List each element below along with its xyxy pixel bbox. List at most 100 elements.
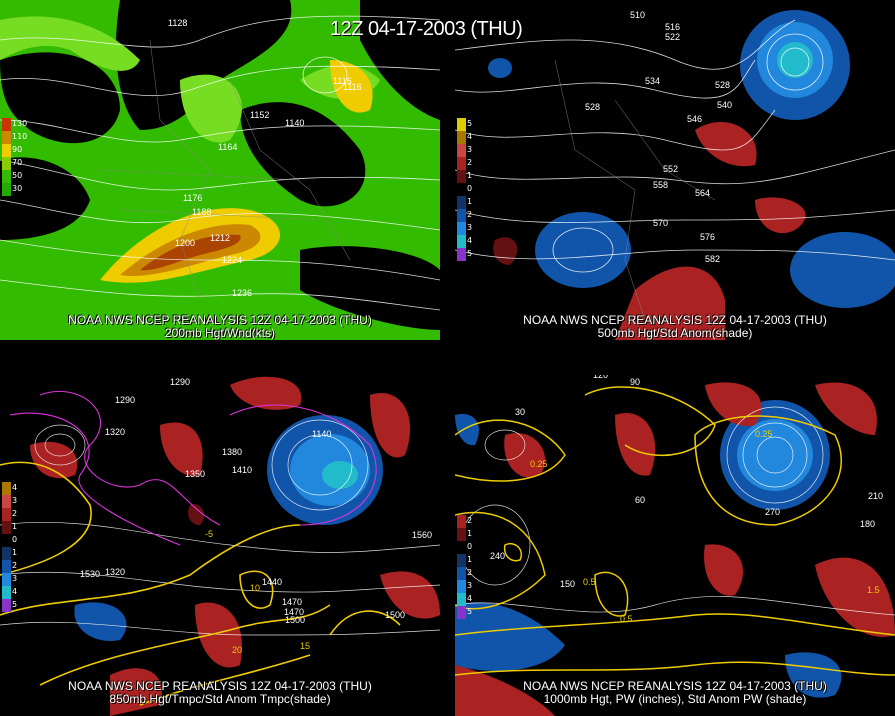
legend-entry: 0 (0, 534, 30, 547)
legend-entry: 3 (455, 222, 485, 235)
panel-500mb: 510 516 522 534 528 540 546 552 558 564 … (455, 0, 895, 340)
legend-entry: 1 (0, 521, 30, 534)
source-line: NOAA NWS NCEP REANALYSIS 12Z 04-17-2003 … (68, 313, 372, 327)
caption-line: 1000mb Hgt, PW (inches), Std Anom PW (sh… (543, 692, 807, 706)
legend-label: 2 (467, 568, 473, 577)
legend-entry: 2 (455, 567, 485, 580)
contour-label: 1290 (170, 377, 190, 387)
contour-label: 552 (663, 164, 678, 174)
legend-label: 1 (467, 171, 473, 180)
legend-label: 4 (467, 132, 473, 141)
contour-label: 1500 (385, 610, 405, 620)
legend-entry: 5 (455, 606, 485, 619)
contour-label: 270 (765, 507, 780, 517)
contour-label: 528 (585, 102, 600, 112)
legend-entry: 130 (0, 118, 30, 131)
legend-swatch (457, 118, 466, 131)
legend-label: 1 (12, 522, 18, 531)
legend-label: 4 (12, 483, 18, 492)
contour-label: 1440 (262, 577, 282, 587)
legend-swatch (457, 131, 466, 144)
contour-label: 1164 (218, 142, 237, 152)
legend-500mb: 5 4 3 2 1 0 1 2 3 4 5 (455, 118, 485, 261)
legend-entry: 5 (455, 248, 485, 261)
contour-label: 522 (665, 32, 680, 42)
contour-label: 30 (515, 407, 525, 417)
contour-label: 540 (717, 100, 732, 110)
contour-label: 576 (700, 232, 715, 242)
legend-swatch (2, 573, 11, 586)
legend-entry: 4 (455, 131, 485, 144)
panel-caption: NOAA NWS NCEP REANALYSIS 12Z 04-17-2003 … (0, 680, 440, 706)
panel-1000mb: 120 90 60 30 0.25 0.5 150 180 210 240 27… (455, 375, 895, 716)
legend-swatch (457, 209, 466, 222)
map-850mb: 1290 1320 1350 1380 1410 1440 1470 1500 … (0, 376, 440, 716)
contour-label: 10 (250, 583, 260, 593)
legend-swatch (457, 235, 466, 248)
legend-swatch (457, 196, 466, 209)
contour-label: -5 (205, 529, 213, 539)
legend-entry: 5 (0, 599, 30, 612)
legend-swatch (457, 554, 466, 567)
panel-caption: NOAA NWS NCEP REANALYSIS 12Z 04-17-2003 … (455, 680, 895, 706)
legend-entry: 4 (455, 235, 485, 248)
contour-label: 1224 (222, 255, 242, 265)
legend-label: 1 (12, 548, 18, 557)
legend-label: 0 (12, 535, 18, 544)
legend-swatch (457, 606, 466, 619)
contour-label: 0.5 (583, 577, 596, 587)
legend-label: 130 (12, 119, 28, 128)
legend-1000mb: 2 1 0 1 2 3 4 5 (455, 515, 485, 619)
legend-label: 4 (467, 594, 473, 603)
legend-swatch (457, 183, 466, 196)
legend-entry: 1 (455, 170, 485, 183)
contour-label: 1500 (285, 615, 305, 625)
contour-label: 510 (630, 10, 645, 20)
contour-label: 1320 (105, 567, 125, 577)
contour-label: 1380 (222, 447, 242, 457)
legend-swatch (457, 567, 466, 580)
legend-swatch (2, 157, 11, 170)
legend-label: 5 (467, 119, 473, 128)
legend-entry: 90 (0, 144, 30, 157)
contour-label: 1530 (80, 569, 100, 579)
legend-label: 0 (467, 542, 473, 551)
contour-label: 1188 (192, 207, 211, 217)
legend-swatch (2, 508, 11, 521)
contour-label: 180 (860, 519, 875, 529)
legend-swatch (2, 534, 11, 547)
legend-label: 3 (467, 223, 473, 232)
legend-entry: 2 (0, 560, 30, 573)
legend-entry: 3 (0, 573, 30, 586)
legend-label: 70 (12, 158, 23, 167)
legend-entry: 70 (0, 157, 30, 170)
contour-label: 528 (715, 80, 730, 90)
contour-label: 1290 (115, 395, 135, 405)
contour-label: 1212 (210, 233, 230, 243)
legend-swatch (457, 222, 466, 235)
contour-label: 1560 (412, 530, 432, 540)
contour-label: 1470 (282, 597, 302, 607)
legend-entry: 2 (455, 515, 485, 528)
legend-swatch (457, 515, 466, 528)
contour-label: 1236 (232, 288, 252, 298)
legend-label: 0 (467, 184, 473, 193)
legend-label: 30 (12, 184, 23, 193)
contour-label: 546 (687, 114, 702, 124)
caption-line: 850mb Hgt/Tmpc/Std Anom Tmpc(shade) (109, 692, 331, 706)
panel-200mb: 1128 1116 1152 1140 1164 1176 1188 1200 … (0, 0, 440, 340)
legend-label: 90 (12, 145, 23, 154)
legend-entry: 1 (455, 196, 485, 209)
legend-swatch (2, 547, 11, 560)
legend-label: 1 (467, 197, 473, 206)
legend-swatch (2, 495, 11, 508)
source-line: NOAA NWS NCEP REANALYSIS 12Z 04-17-2003 … (523, 679, 827, 693)
main-title: 12Z 04-17-2003 (THU) (330, 18, 523, 40)
contour-label: 1176 (183, 193, 202, 203)
legend-swatch (457, 593, 466, 606)
legend-200mb: 130 110 90 70 50 30 (0, 118, 30, 196)
contour-label: 1116 (333, 76, 352, 86)
legend-swatch (2, 131, 11, 144)
legend-label: 1 (467, 555, 473, 564)
legend-swatch (457, 580, 466, 593)
